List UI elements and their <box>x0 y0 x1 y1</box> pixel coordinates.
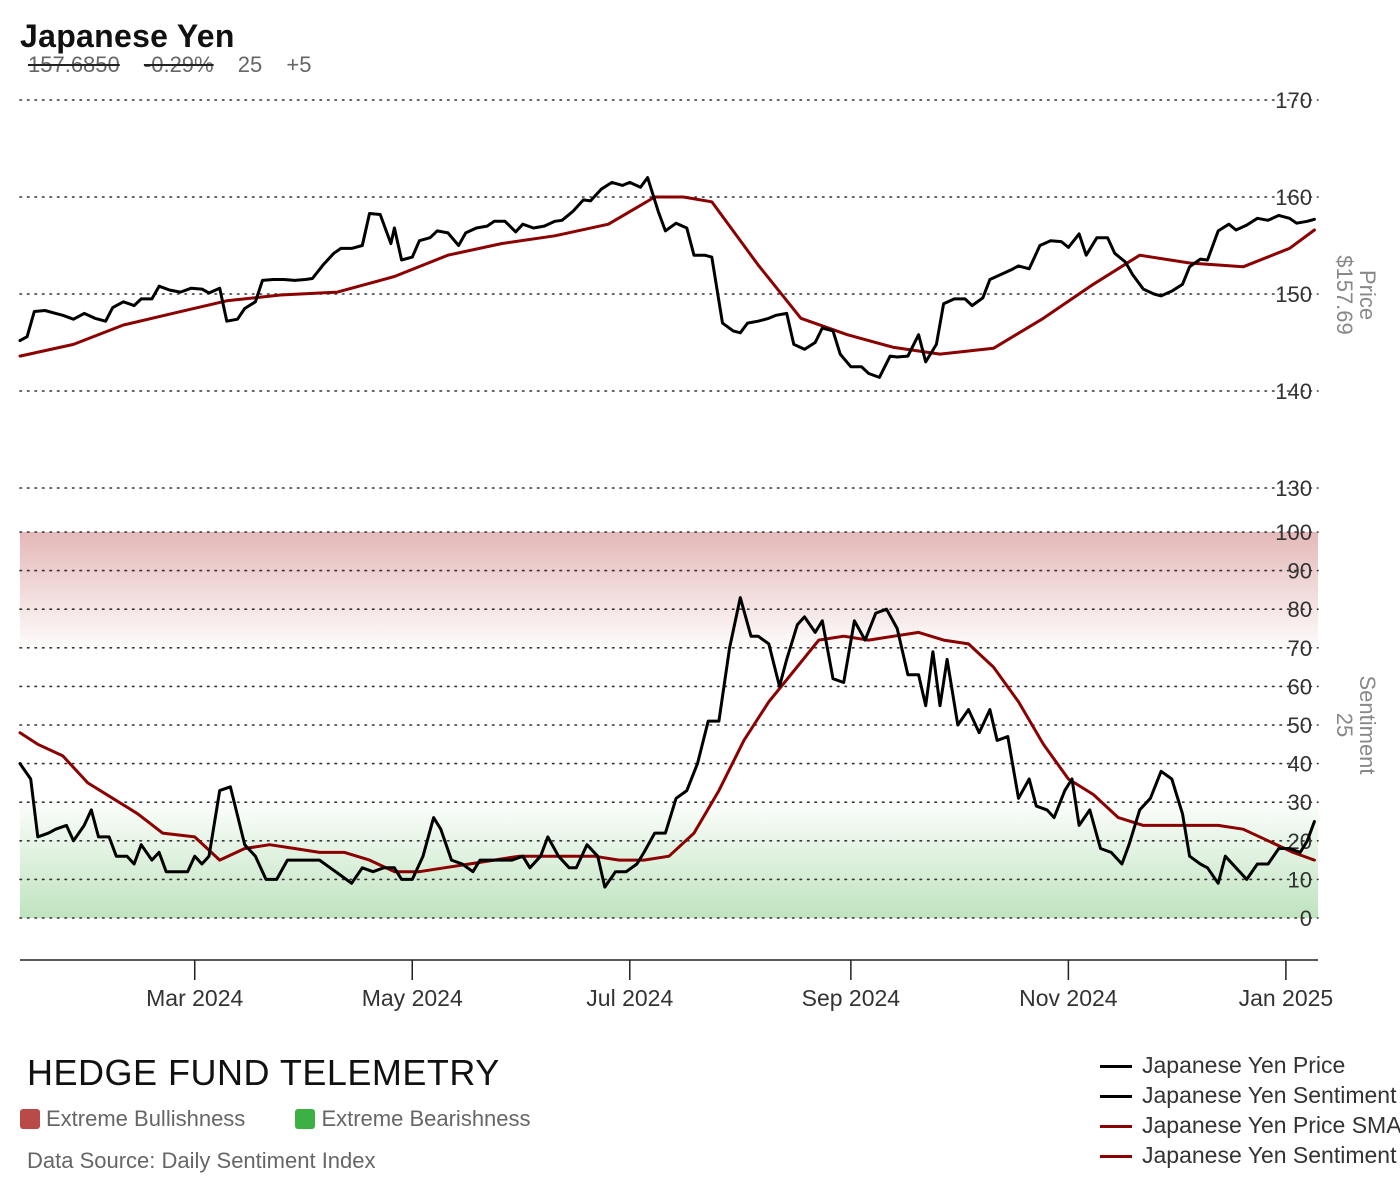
sentiment-y-tick-label: 0 <box>1300 906 1312 931</box>
x-axis-tick-label: Jul 2024 <box>586 985 673 1011</box>
sentiment-y-tick-label: 80 <box>1288 597 1312 622</box>
legend-item-sentiment[interactable]: Japanese Yen Sentiment <box>1100 1082 1400 1112</box>
zone-legend-bearish[interactable]: Extreme Bearishness <box>295 1106 531 1132</box>
brand-name: HEDGE FUND TELEMETRY <box>27 1052 500 1093</box>
legend-item-sentiment-sma[interactable]: Japanese Yen Sentiment SMA <box>1100 1142 1400 1172</box>
price-line <box>18 176 1316 379</box>
x-axis-tick-label: May 2024 <box>362 985 463 1011</box>
x-axis-tick-label: Jan 2025 <box>1239 985 1334 1011</box>
legend-line-sentiment <box>1100 1095 1132 1099</box>
sentiment-y-tick-label: 40 <box>1288 752 1312 777</box>
legend-item-price-sma[interactable]: Japanese Yen Price SMA <box>1100 1112 1400 1142</box>
price-y-tick-label: 170 <box>1275 88 1312 113</box>
legend-label-sentiment: Japanese Yen Sentiment <box>1142 1082 1397 1108</box>
sentiment-axis-value: 25 <box>1332 713 1357 737</box>
sentiment-y-tick-label: 60 <box>1288 674 1312 699</box>
quote-summary: 157.6850 -0.29% 25 +5 <box>28 52 329 78</box>
sentiment-y-tick-label: 50 <box>1288 713 1312 738</box>
sentiment-y-tick-label: 70 <box>1288 636 1312 661</box>
zone-legend: Extreme Bullishness Extreme Bearishness <box>20 1106 575 1132</box>
legend-item-price[interactable]: Japanese Yen Price <box>1100 1052 1400 1082</box>
x-axis-tick-label: Mar 2024 <box>146 985 243 1011</box>
legend-line-price-sma <box>1100 1125 1132 1129</box>
legend-line-price <box>1100 1065 1132 1069</box>
price-y-tick-label: 150 <box>1275 282 1312 307</box>
sentiment-line <box>18 596 1316 889</box>
legend-label-price-sma: Japanese Yen Price SMA <box>1142 1112 1400 1138</box>
price-y-tick-label: 130 <box>1275 476 1312 501</box>
bearish-label: Extreme Bearishness <box>321 1106 531 1131</box>
x-axis-tick-label: Sep 2024 <box>802 985 901 1011</box>
price-y-tick-label: 160 <box>1275 185 1312 210</box>
price-value: 157.6850 <box>28 52 120 77</box>
price-y-tick-label: 140 <box>1275 379 1312 404</box>
zone-legend-bullish[interactable]: Extreme Bullishness <box>20 1106 245 1132</box>
chart-canvas: 1301401501601700102030405060708090100Pri… <box>18 88 1380 1011</box>
bearish-swatch <box>295 1109 316 1129</box>
sentiment-axis-title: Sentiment <box>1355 675 1380 774</box>
sentiment-y-tick-label: 100 <box>1275 520 1312 545</box>
sentiment-y-tick-label: 30 <box>1288 790 1312 815</box>
sentiment-y-tick-label: 90 <box>1288 559 1312 584</box>
price-sma-line <box>18 195 1316 358</box>
bullish-label: Extreme Bullishness <box>46 1106 246 1131</box>
data-source: Data Source: Daily Sentiment Index <box>27 1148 376 1173</box>
sentiment-change: +5 <box>286 52 312 77</box>
bullish-zone-band <box>20 532 1318 648</box>
price-axis-value: $157.69 <box>1332 255 1357 335</box>
x-axis-tick-label: Nov 2024 <box>1019 985 1118 1011</box>
legend-label-price: Japanese Yen Price <box>1142 1052 1346 1078</box>
price-axis-title: Price <box>1355 270 1380 320</box>
series-legend: Japanese Yen Price Japanese Yen Sentimen… <box>1100 1052 1400 1172</box>
legend-line-sentiment-sma <box>1100 1155 1132 1159</box>
sentiment-y-tick-label: 10 <box>1288 867 1312 892</box>
price-change: -0.29% <box>143 52 214 77</box>
chart-title: Japanese Yen <box>20 18 235 54</box>
sentiment-sma-line <box>18 630 1316 874</box>
legend-label-sentiment-sma: Japanese Yen Sentiment SMA <box>1142 1142 1400 1168</box>
bullish-swatch <box>20 1109 40 1129</box>
sentiment-value: 25 <box>237 52 263 77</box>
